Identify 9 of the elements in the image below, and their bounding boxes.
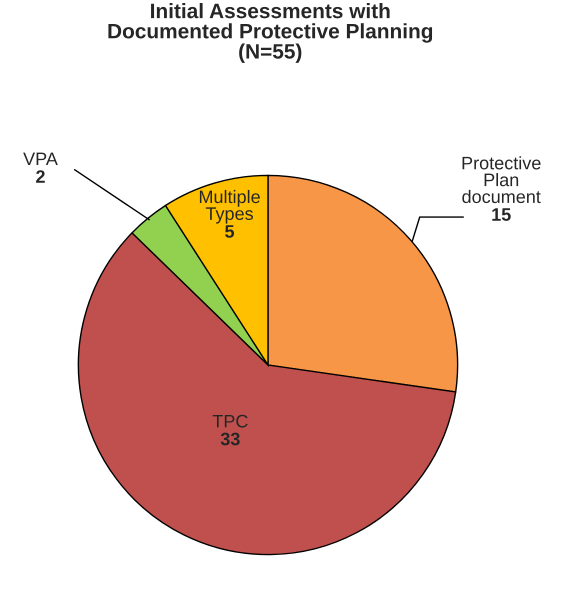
slice-label: Multiple Types (200, 190, 260, 224)
slice-label: VPA (23, 152, 58, 166)
data-label: 33 (220, 432, 240, 446)
slice-label: Protective Plan document (462, 156, 541, 204)
data-label: 2 (36, 170, 45, 183)
data-label: 15 (492, 208, 511, 221)
slice-label: TPC (212, 414, 248, 428)
data-label: 5 (225, 225, 234, 238)
chart-title: Initial Assessments with Documented Protective Planning (N=55) (108, 3, 432, 63)
